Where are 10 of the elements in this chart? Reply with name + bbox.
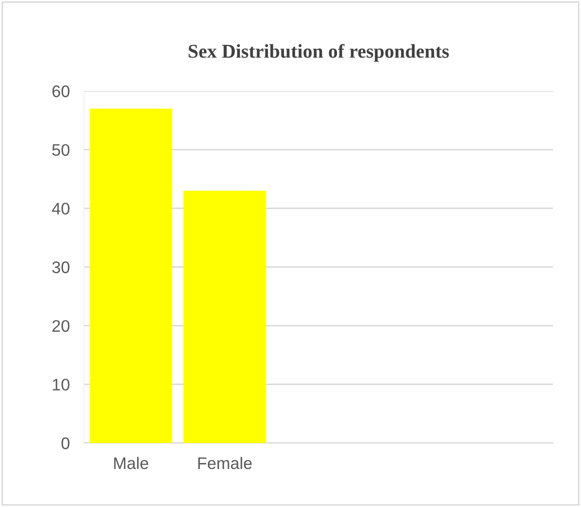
chart-title: Sex Distribution of respondents — [188, 44, 449, 62]
x-tick-label: Female — [198, 456, 252, 470]
y-tick-label: 40 — [52, 202, 70, 215]
y-tick-label: 50 — [52, 144, 70, 156]
y-tick-label: 30 — [52, 261, 70, 274]
y-tick-label: 20 — [52, 320, 70, 332]
y-tick-label: 60 — [52, 85, 70, 98]
y-tick-label: 0 — [61, 437, 70, 450]
y-tick-label: 10 — [52, 378, 70, 391]
x-tick-label: Male — [114, 456, 148, 470]
